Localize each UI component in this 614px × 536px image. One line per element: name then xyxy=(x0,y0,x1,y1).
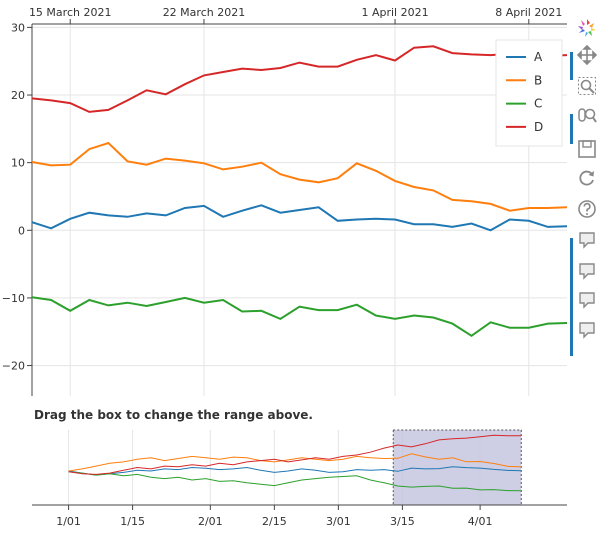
range-title: Drag the box to change the range above. xyxy=(34,408,313,422)
range-series-d-line xyxy=(68,434,522,475)
pan-icon xyxy=(577,45,597,65)
main-x-tick-label: 15 March 2021 xyxy=(29,6,112,19)
main-y-tick-label: 30 xyxy=(11,21,25,34)
legend-box xyxy=(495,39,563,147)
range-x-tick-label: 1/01 xyxy=(56,515,81,528)
range-series-b-line xyxy=(68,453,522,472)
range-x-tick-label: 2/01 xyxy=(198,515,223,528)
range-x-tick-label: 3/01 xyxy=(326,515,351,528)
hover-icon xyxy=(577,261,597,281)
hover-tool-a[interactable] xyxy=(570,226,604,254)
series-c-line xyxy=(31,296,568,338)
hover-icon xyxy=(577,290,597,310)
main-x-tick-label: 1 April 2021 xyxy=(361,6,428,19)
main-x-tick-label: 22 March 2021 xyxy=(163,6,246,19)
series-a-line xyxy=(31,204,568,232)
help-icon xyxy=(577,199,597,219)
tool-active-indicator xyxy=(570,52,573,80)
save-tool[interactable] xyxy=(570,135,604,163)
legend-label-c[interactable]: C xyxy=(534,97,542,111)
main-axes: 30 20 10 0 −10 −20 15 March 2021 22 March 2021 1… xyxy=(2,6,567,396)
main-x-tick-label: 8 April 2021 xyxy=(495,6,562,19)
toolbar xyxy=(570,19,614,366)
range-x-tick-label: 4/01 xyxy=(468,515,493,528)
main-y-tick-label: 20 xyxy=(11,89,25,102)
range-series-a-line xyxy=(68,466,522,476)
series-b-line xyxy=(31,141,568,212)
main-y-tick-label: 10 xyxy=(11,157,25,170)
main-grid xyxy=(32,24,567,396)
hover-tool-c[interactable] xyxy=(570,286,604,314)
hover-tool-d[interactable] xyxy=(570,316,604,344)
main-y-tick-label: −20 xyxy=(2,360,25,373)
range-series xyxy=(68,434,522,492)
main-series xyxy=(31,45,568,338)
reset-tool[interactable] xyxy=(570,164,604,192)
bokeh-logo-icon xyxy=(576,17,598,39)
main-y-tick-label: −10 xyxy=(2,292,25,305)
hover-icon xyxy=(577,320,597,340)
reset-icon xyxy=(577,168,597,188)
legend-label-d[interactable]: D xyxy=(534,120,543,134)
box-zoom-icon xyxy=(577,76,597,96)
wheel-zoom-tool[interactable] xyxy=(570,102,604,130)
hover-tool-b[interactable] xyxy=(570,257,604,285)
range-chart[interactable]: 1/01 1/15 2/01 2/15 3/01 3/15 4/01 xyxy=(0,404,570,536)
main-chart[interactable]: 30 20 10 0 −10 −20 15 March 2021 22 March 2021 1… xyxy=(0,0,570,404)
range-series-c-line xyxy=(68,471,522,492)
box-zoom-tool[interactable] xyxy=(570,72,604,100)
help-tool[interactable] xyxy=(570,195,604,223)
legend-label-a[interactable]: A xyxy=(534,50,543,64)
range-x-tick-label: 3/15 xyxy=(390,515,415,528)
legend-label-b[interactable]: B xyxy=(534,73,542,87)
range-x-tick-label: 1/15 xyxy=(120,515,145,528)
bokeh-logo[interactable] xyxy=(570,14,604,42)
series-d-line xyxy=(31,45,568,113)
range-axes: 1/01 1/15 2/01 2/15 3/01 3/15 4/01 xyxy=(32,504,567,528)
pan-tool[interactable] xyxy=(570,41,604,69)
tool-active-indicator xyxy=(570,238,573,356)
range-x-tick-label: 2/15 xyxy=(262,515,287,528)
wheel-zoom-icon xyxy=(577,106,597,126)
save-icon xyxy=(577,139,597,159)
main-y-tick-label: 0 xyxy=(18,224,25,237)
tool-active-indicator xyxy=(570,114,573,144)
hover-icon xyxy=(577,230,597,250)
